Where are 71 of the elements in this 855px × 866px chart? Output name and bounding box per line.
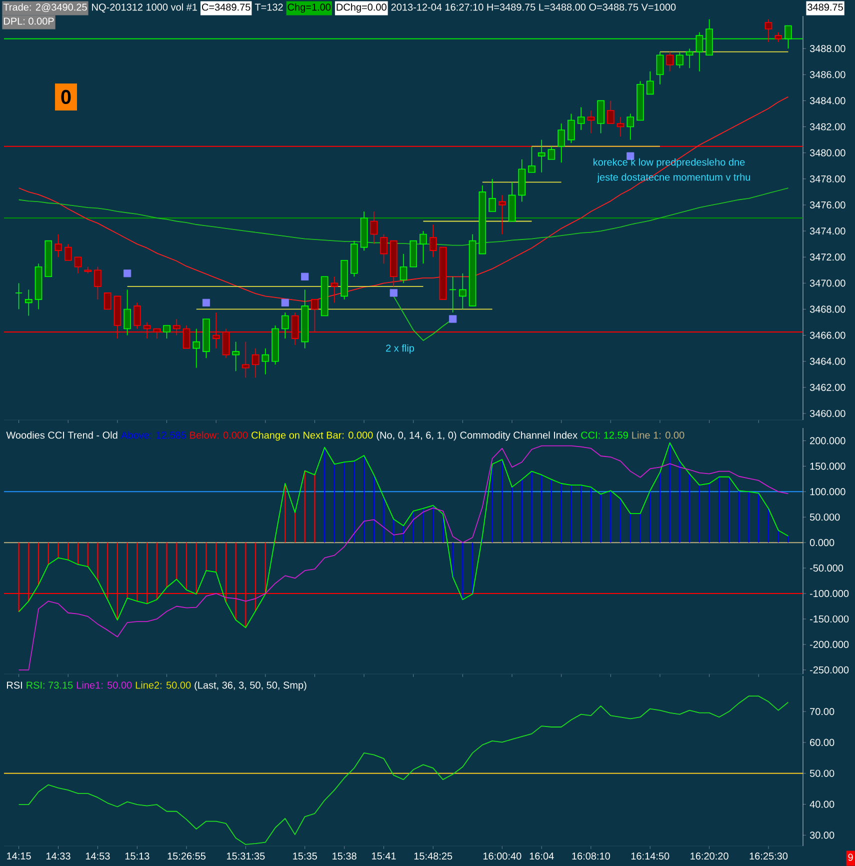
text: Below: 0.000 [190,431,248,439]
y-tick-label: 70.00 [810,708,834,716]
annotation: 0 [61,90,71,104]
y-tick-label: -250.000 [810,666,849,674]
x-tick-label: 16:00:40 [483,852,522,860]
text: Chg=1.00 [288,3,331,13]
y-tick-label: 100.000 [810,488,846,496]
y-tick-label: 50.000 [810,514,840,521]
x-tick-label: 15:41 [372,852,396,860]
x-tick-label: 16:08:10 [572,852,610,860]
x-tick-label: 15:48:25 [414,852,452,860]
text: T=132 [254,4,283,11]
text: 2013-12-04 16:27:10 H=3489.75 L=3488.00 O=3488.75 V=1000 [391,4,676,11]
y-tick-label: 3468.00 [810,306,846,313]
x-tick-label: 14:53 [86,852,110,860]
y-tick-label: 3474.00 [810,227,846,235]
text: 3489.75 [808,4,843,11]
y-tick-label: 3464.00 [810,358,846,365]
x-tick-label: 15:26:55 [168,852,206,860]
text: 9 [848,854,853,861]
annotation: (Last, 36, 3, 50, 50, Smp) [194,681,306,691]
annotation: Commodity Channel Index [460,431,578,441]
ref-line-label: Line2: 50.00 [136,681,191,689]
y-tick-label: 3486.00 [810,71,846,78]
y-tick-label: -100.000 [810,590,849,598]
y-tick-label: 150.000 [810,462,846,470]
y-tick-label: 3466.00 [810,332,846,339]
y-tick-label: 3488.00 [810,45,846,52]
chart-title: Trade: 2@3490.25 [3,3,87,12]
y-tick-label: 3484.00 [810,97,846,104]
y-tick-label: 3476.00 [810,201,846,208]
x-tick-label: 15:35 [293,852,317,860]
y-tick-label: 3462.00 [810,384,846,391]
x-tick-label: 15:31:35 [226,852,265,860]
x-tick-label: 16:20:20 [690,852,728,860]
y-tick-label: 30.00 [810,832,834,839]
text: DChg=0.00 [336,3,386,13]
chart-subtitle: NQ-201312 1000 vol #1 [92,3,197,12]
y-tick-label: -200.000 [810,640,849,648]
y-tick-label: 3472.00 [810,254,846,261]
annotation: 2 x flip [386,344,414,354]
text: Above: 12.585 [120,431,186,439]
ref-line-label: Line 1: 0.00 [632,431,684,439]
x-tick-label: 16:04 [530,852,554,860]
x-tick-label: 14:33 [46,852,70,860]
y-tick-label: -50.000 [810,564,844,572]
text: C=3489.75 [202,4,250,11]
text: RSI: 73.15 [26,682,73,689]
chart-title: RSI [7,682,22,689]
y-tick-label: 0.000 [810,539,834,546]
annotation: Change on Next Bar: 0.000 [252,431,373,441]
x-tick-label: 15:13 [125,852,150,860]
chart-title: Woodies CCI Trend - Old [6,431,118,439]
x-tick-label: 15:38 [332,852,356,860]
y-tick-label: 60.00 [810,738,834,746]
annotation: (No, 0, 14, 6, 1, 0) [376,431,456,441]
x-tick-label: 16:25:30 [750,852,788,860]
text: CCI: 12.59 [581,432,628,439]
x-tick-label: 14:15 [7,852,31,860]
annotation: DPL: 0.00P [4,18,54,25]
y-tick-label: 40.00 [810,800,834,808]
y-tick-label: 50.00 [810,770,834,777]
y-tick-label: 3480.00 [810,149,846,156]
ref-line-label: Line1: 50.00 [76,681,132,689]
y-tick-label: 3470.00 [810,280,846,287]
y-tick-label: 200.000 [810,437,846,444]
x-tick-label: 16:14:50 [631,852,670,860]
y-tick-label: 3482.00 [810,123,846,130]
y-tick-label: -150.000 [810,615,849,623]
y-tick-label: 3478.00 [810,175,846,182]
y-tick-label: 3460.00 [810,410,846,418]
